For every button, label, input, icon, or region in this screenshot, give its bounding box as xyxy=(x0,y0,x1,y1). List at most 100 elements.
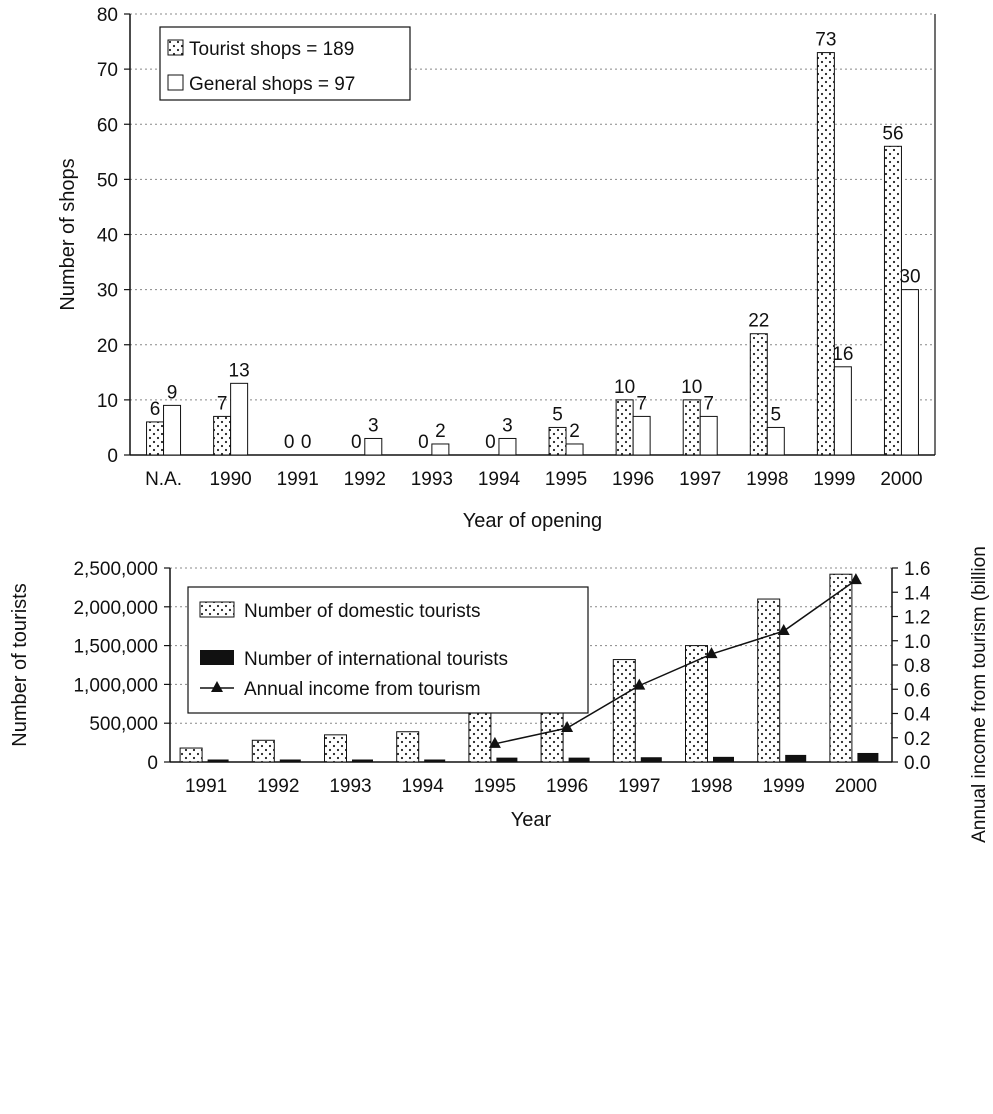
bar-data-label: 56 xyxy=(882,123,903,144)
x-tick-label: 1999 xyxy=(813,469,855,490)
bar-data-label: 9 xyxy=(167,382,178,403)
general-shops-bar xyxy=(699,415,718,456)
tourist-shops-bar xyxy=(146,421,165,456)
bar-data-label: 10 xyxy=(681,377,702,398)
y-right-tick-label: 1.4 xyxy=(904,583,931,604)
international-tourists-bar xyxy=(496,757,518,763)
legend-label-international: Number of international tourists xyxy=(244,649,508,670)
legend-label-tourist: Tourist shops = 189 xyxy=(189,39,354,60)
y-tick-label: 20 xyxy=(97,336,118,357)
general-shops-bar xyxy=(498,437,517,456)
domestic-tourists-bar xyxy=(612,659,636,763)
general-shops-bar xyxy=(833,366,852,456)
x-tick-label: 1994 xyxy=(478,469,521,490)
international-tourists-bar xyxy=(279,759,301,763)
bar-data-label: 2 xyxy=(435,421,446,442)
y-tick-label: 1,500,000 xyxy=(73,637,158,658)
tourist-shops-bar xyxy=(749,333,768,456)
bar-data-label: 22 xyxy=(748,311,769,332)
y-axis-title: Number of tourists xyxy=(9,583,31,746)
domestic-tourists-bar xyxy=(251,739,275,763)
legend-label-domestic: Number of domestic tourists xyxy=(244,601,481,622)
y-tick-label: 60 xyxy=(97,115,118,136)
x-tick-label: 1995 xyxy=(545,469,587,490)
x-axis-title: Year of opening xyxy=(463,510,602,532)
general-shops-bar xyxy=(632,415,651,456)
international-tourists-bar xyxy=(207,759,229,763)
bar-data-label: 0 xyxy=(351,432,362,453)
income-line xyxy=(494,579,857,745)
bar-data-label: 0 xyxy=(301,432,312,453)
domestic-tourists-bar xyxy=(468,709,492,763)
bar-data-label: 3 xyxy=(502,415,513,436)
x-tick-label: 1998 xyxy=(746,469,788,490)
x-tick-label: 1992 xyxy=(257,776,299,797)
y-right-tick-label: 1.0 xyxy=(904,632,930,653)
y-tick-label: 30 xyxy=(97,281,118,302)
legend-box xyxy=(159,26,411,101)
x-tick-label: 1999 xyxy=(763,776,805,797)
y-right-axis-title: Annual income from tourism (billion CNY*… xyxy=(969,540,990,843)
domestic-tourists-bar xyxy=(757,598,781,763)
bar-data-label: 7 xyxy=(703,393,714,414)
x-tick-label: 1998 xyxy=(690,776,732,797)
y-tick-label: 2,500,000 xyxy=(73,559,158,580)
bar-data-label: 10 xyxy=(614,377,635,398)
tourist-shops-bar xyxy=(548,426,567,456)
x-tick-label: 1990 xyxy=(209,469,251,490)
general-shops-bar xyxy=(431,443,450,456)
international-tourists-bar xyxy=(857,752,879,763)
tourist-shops-bar xyxy=(682,399,701,456)
general-shops-bar xyxy=(766,426,785,456)
bar-data-label: 0 xyxy=(418,432,429,453)
legend-swatch-international xyxy=(200,650,234,665)
bar-data-label: 2 xyxy=(569,421,580,442)
bar-data-label: 7 xyxy=(217,393,228,414)
x-tick-label: 2000 xyxy=(835,776,877,797)
domestic-tourists-bar xyxy=(179,747,203,763)
y-right-tick-label: 1.2 xyxy=(904,608,930,629)
y-right-tick-label: 0.0 xyxy=(904,753,930,774)
x-tick-label: 2000 xyxy=(880,469,922,490)
x-tick-label: 1997 xyxy=(679,469,721,490)
domestic-tourists-bar xyxy=(324,734,347,763)
y-tick-label: 500,000 xyxy=(89,714,158,735)
y-right-tick-label: 0.8 xyxy=(904,656,930,677)
legend: Tourist shops = 189 General shops = 97 xyxy=(159,26,411,101)
domestic-tourists-bar xyxy=(829,573,853,763)
x-tick-label: N.A. xyxy=(145,469,182,490)
bar-data-label: 16 xyxy=(832,344,853,365)
y-right-tick-label: 0.6 xyxy=(904,680,930,701)
bar-data-label: 0 xyxy=(284,432,295,453)
income-marker xyxy=(561,721,574,733)
y-tick-label: 70 xyxy=(97,60,118,81)
x-tick-label: 1993 xyxy=(329,776,371,797)
general-shops-bar xyxy=(230,382,249,456)
x-tick-label: 1991 xyxy=(185,776,227,797)
general-shops-bar xyxy=(565,443,584,456)
bar-data-label: 7 xyxy=(636,393,647,414)
y-tick-label: 40 xyxy=(97,226,118,247)
y-tick-label: 2,000,000 xyxy=(73,598,158,619)
legend-label-general: General shops = 97 xyxy=(189,74,355,95)
bar-data-label: 5 xyxy=(771,404,782,425)
tourists-combo-chart: 0 500,000 1,000,000 1,500,000 2,000,000 2,500… xyxy=(9,540,990,843)
general-shops-bar xyxy=(163,404,182,456)
legend-swatch-income-marker xyxy=(211,681,223,692)
legend: Number of domestic tourists Number of int… xyxy=(187,586,589,714)
y-right-tick-label: 0.4 xyxy=(904,705,931,726)
income-marker xyxy=(777,624,790,636)
international-tourists-bar xyxy=(785,754,807,763)
y-axis-title: Number of shops xyxy=(57,158,79,310)
y-tick-label: 0 xyxy=(107,446,118,467)
domestic-tourists-bar xyxy=(685,645,708,763)
y-tick-label: 1,000,000 xyxy=(73,675,158,696)
x-tick-label: 1996 xyxy=(546,776,588,797)
x-tick-label: 1994 xyxy=(402,776,445,797)
legend-swatch-tourist xyxy=(167,39,184,56)
bar-data-label: 30 xyxy=(899,267,920,288)
bar-data-label: 5 xyxy=(552,404,563,425)
x-tick-label: 1992 xyxy=(344,469,386,490)
